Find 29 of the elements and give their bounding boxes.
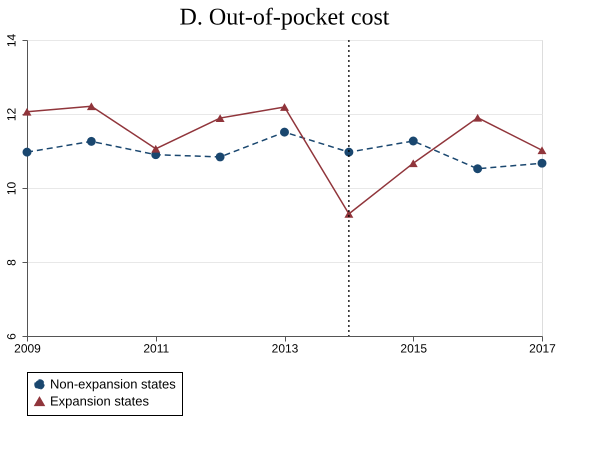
- point: [280, 128, 289, 137]
- point: [86, 136, 96, 146]
- point: [408, 159, 418, 168]
- point: [151, 144, 160, 153]
- x-tick-label: 2013: [272, 342, 299, 356]
- chart-title: D. Out-of-pocket cost: [180, 4, 390, 30]
- point: [408, 136, 418, 146]
- point: [22, 148, 32, 157]
- y-tick-label: 10: [4, 182, 18, 196]
- x-tick-label: 2011: [143, 342, 170, 356]
- point: [216, 114, 225, 122]
- y-tick-label: 6: [4, 332, 18, 340]
- legend-label: Non-expansion states: [50, 376, 176, 392]
- point: [216, 152, 225, 162]
- y-tick-label: 8: [4, 258, 18, 266]
- legend-label: Expansion states: [50, 394, 150, 408]
- point: [86, 102, 96, 110]
- x-tick-label: 2009: [14, 342, 42, 356]
- point: [538, 158, 546, 168]
- point: [473, 114, 482, 122]
- y-tick-label: 14: [4, 34, 18, 48]
- point: [538, 146, 546, 154]
- point: [344, 148, 354, 157]
- y-tick-label: 12: [4, 108, 18, 122]
- point: [280, 103, 289, 111]
- x-tick-label: 2015: [400, 342, 428, 356]
- point: [473, 164, 482, 174]
- point: [22, 108, 32, 116]
- x-tick-label: 2017: [529, 342, 556, 356]
